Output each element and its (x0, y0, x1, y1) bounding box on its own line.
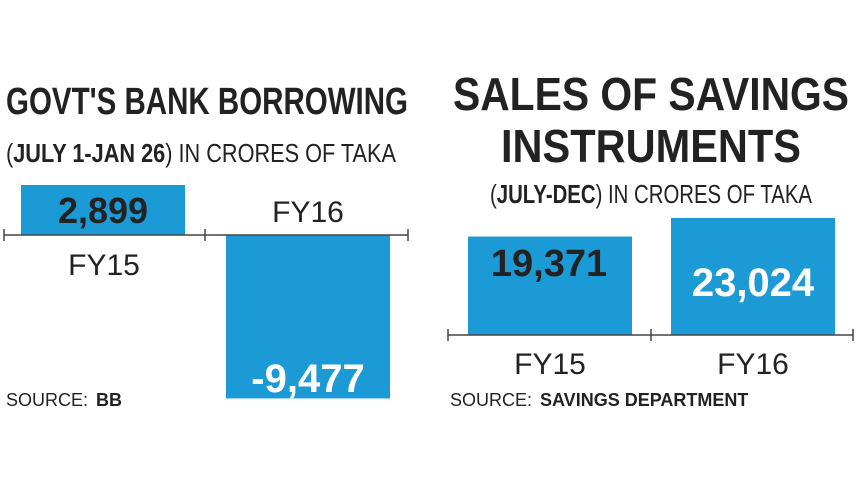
bar-value-label-fy15: 2,899 (58, 190, 148, 231)
category-label-fy16: FY16 (272, 196, 344, 229)
source-name: SAVINGS DEPARTMENT (540, 390, 748, 410)
category-label-fy15: FY15 (514, 348, 586, 381)
category-label-fy16: FY16 (717, 348, 789, 381)
chart-savings-sales: SALES OF SAVINGS INSTRUMENTS (JULY-DEC) … (447, 68, 854, 410)
subtitle-unit: IN CRORES OF TAKA (602, 179, 812, 209)
bar-value-label-fy15: 19,371 (491, 243, 607, 285)
source-prefix: SOURCE: (6, 390, 88, 410)
bar-fy15 (468, 236, 632, 335)
chart-bank-borrowing: GOVT'S BANK BORROWING (JULY 1-JAN 26) IN… (3, 81, 409, 410)
source-name: BB (96, 390, 122, 410)
subtitle-unit: IN CRORES OF TAKA (172, 138, 396, 168)
bar-value-label-fy16: 23,024 (692, 261, 815, 305)
chart-subtitle: (JULY 1-JAN 26) IN CRORES OF TAKA (6, 138, 397, 168)
subtitle-period: JULY-DEC (497, 179, 596, 209)
source-note: SOURCE: BB (6, 390, 122, 410)
source-prefix: SOURCE: (450, 390, 532, 410)
chart-title-line-1: SALES OF SAVINGS (453, 68, 849, 120)
chart-subtitle: (JULY-DEC) IN CRORES OF TAKA (490, 179, 813, 209)
bar-fy16 (226, 235, 390, 399)
category-label-fy15: FY15 (68, 249, 140, 282)
chart-title: GOVT'S BANK BORROWING (6, 81, 408, 123)
subtitle-period: JULY 1-JAN 26 (13, 138, 165, 168)
chart-title-line-2: INSTRUMENTS (501, 120, 801, 172)
bar-fy15 (21, 185, 185, 235)
source-note: SOURCE: SAVINGS DEPARTMENT (450, 390, 748, 410)
bar-value-label-fy16: -9,477 (251, 357, 364, 401)
bar-fy16 (671, 218, 835, 335)
